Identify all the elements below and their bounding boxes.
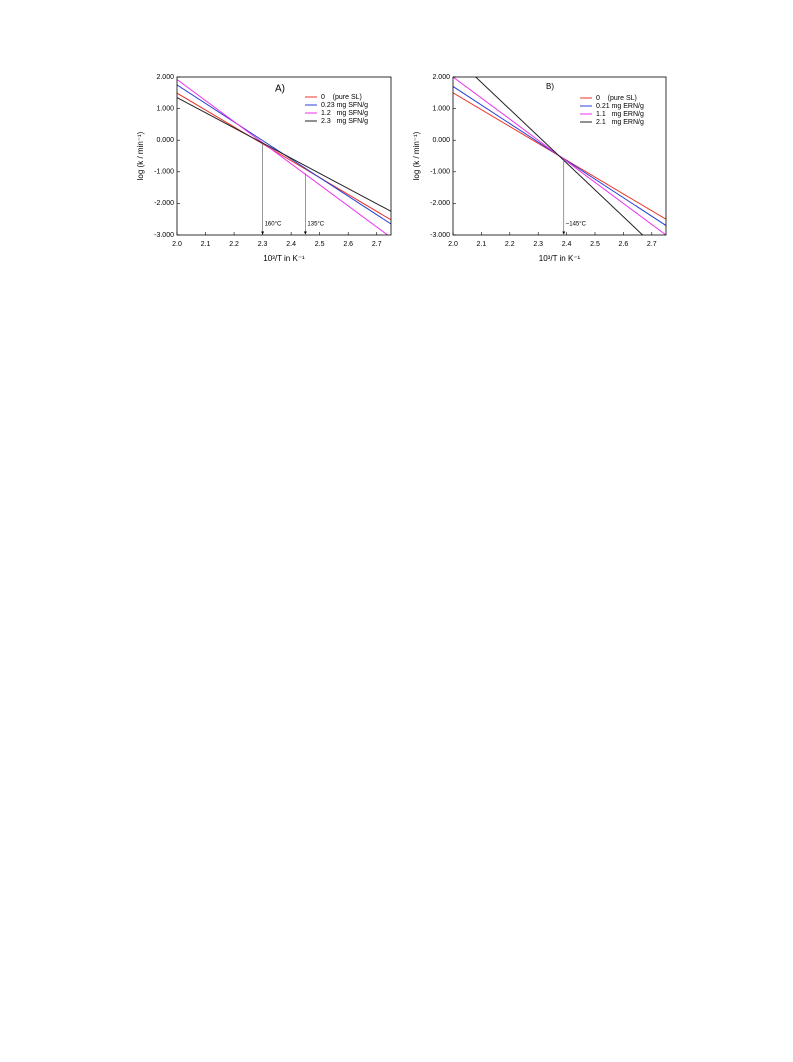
data-line	[474, 77, 644, 235]
plot-frame	[452, 76, 667, 236]
x-tick-label: 2.5	[315, 241, 325, 248]
legend-label: 0 (pure SL)	[596, 95, 637, 102]
y-tick-label: -3.000	[154, 232, 174, 239]
plot-frame	[176, 76, 392, 236]
panel-label: A)	[275, 84, 285, 95]
x-tick-label: 2.1	[477, 241, 487, 248]
x-tick-label: 2.4	[286, 241, 296, 248]
y-tick-label: -2.000	[154, 200, 174, 207]
annotation: 160°C	[265, 222, 282, 228]
x-tick-label: 2.1	[201, 241, 211, 248]
data-line	[177, 97, 391, 212]
y-tick-label: -1.000	[154, 169, 174, 176]
x-tick-label: 2.0	[448, 241, 458, 248]
legend-label: 2.1 mg ERN/g	[596, 119, 644, 126]
data-line	[177, 92, 391, 221]
x-tick-label: 2.4	[562, 241, 572, 248]
y-tick-label: 1.000	[156, 105, 174, 112]
x-tick-label: 2.3	[533, 241, 543, 248]
y-tick-label: -1.000	[430, 169, 450, 176]
x-tick-label: 2.6	[343, 241, 353, 248]
x-tick-label: 2.7	[647, 241, 657, 248]
x-axis-label: 10³/T in K⁻¹	[539, 254, 581, 263]
y-tick-label: 2.000	[432, 74, 450, 81]
annotation: 135°C	[307, 222, 324, 228]
legend-label: 1.2 mg SFN/g	[321, 110, 368, 117]
y-tick-label: 0.000	[156, 137, 174, 144]
data-line	[177, 79, 389, 235]
y-tick-label: -2.000	[430, 200, 450, 207]
y-tick-label: 1.000	[432, 105, 450, 112]
plot-lines	[177, 79, 391, 235]
legend-label: 1.1 mg ERN/g	[596, 111, 644, 118]
panel-label: B)	[546, 82, 554, 91]
x-tick-label: 2.6	[619, 241, 629, 248]
legend-label: 2.3 mg SFN/g	[321, 118, 368, 125]
y-tick-label: -3.000	[430, 232, 450, 239]
plot-lines	[453, 77, 666, 235]
y-tick-label: 0.000	[432, 137, 450, 144]
x-tick-label: 2.0	[172, 241, 182, 248]
y-axis-label: log (k / min⁻¹)	[412, 131, 421, 180]
y-axis-label: log (k / min⁻¹)	[136, 131, 145, 180]
y-tick-label: 2.000	[156, 74, 174, 81]
x-tick-label: 2.3	[258, 241, 268, 248]
annotation: ~145°C	[566, 222, 587, 228]
x-tick-label: 2.7	[372, 241, 382, 248]
legend-label: 0.21 mg ERN/g	[596, 103, 644, 110]
x-tick-label: 2.5	[590, 241, 600, 248]
legend-label: 0.23 mg SFN/g	[321, 102, 368, 109]
x-tick-label: 2.2	[505, 241, 515, 248]
x-axis-label: 10³/T in K⁻¹	[263, 254, 305, 263]
x-tick-label: 2.2	[229, 241, 239, 248]
legend-label: 0 (pure SL)	[321, 94, 362, 101]
